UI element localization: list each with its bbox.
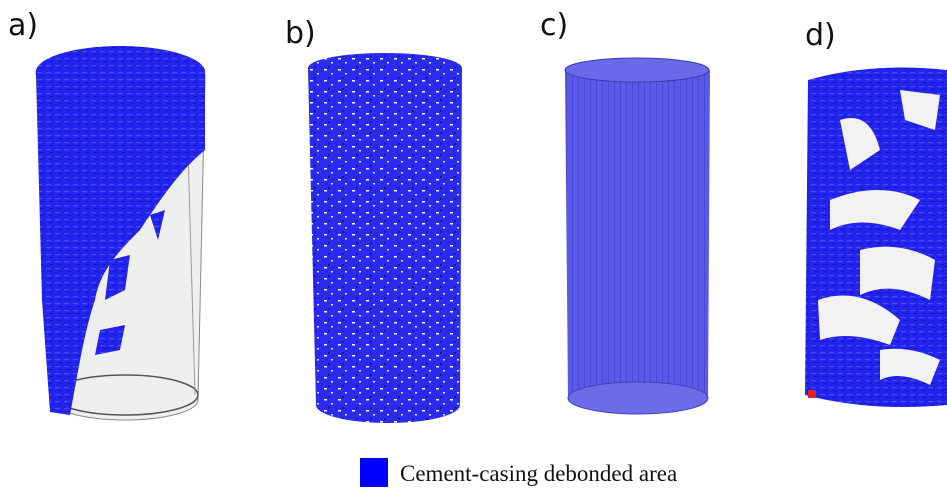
panel-label: d) — [805, 18, 836, 53]
legend-label: Cement-casing debonded area — [400, 461, 677, 486]
panel-label: b) — [285, 16, 316, 51]
cylinder-a — [36, 46, 205, 420]
panel-label: a) — [8, 8, 38, 43]
panel-label: c) — [540, 8, 568, 43]
cylinder-b — [308, 53, 462, 423]
legend-swatch — [360, 458, 388, 487]
cylinder-d — [805, 68, 947, 408]
figure: a) b) c) d) Cement-casing debonded area — [0, 0, 947, 493]
cylinder-c — [565, 58, 710, 414]
